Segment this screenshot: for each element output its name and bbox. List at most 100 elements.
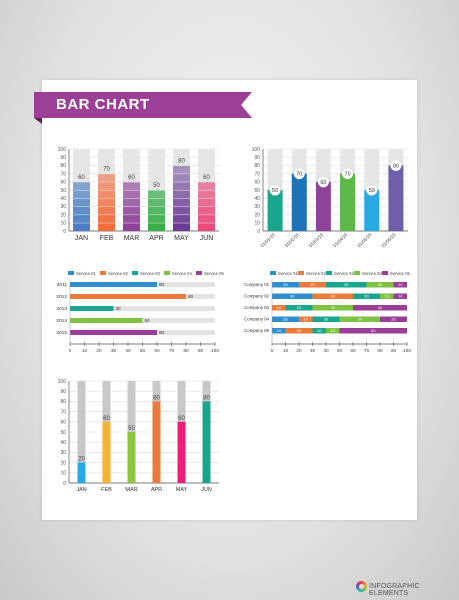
y-tick-label: 70 — [60, 171, 66, 177]
segment-value-label: 30 — [344, 282, 349, 287]
bar — [267, 190, 283, 231]
stack-segment — [393, 293, 407, 299]
bar-segment — [198, 198, 215, 207]
bar-segment — [73, 215, 90, 223]
y-tick-label: 70 — [254, 171, 260, 177]
value-bubble — [269, 184, 281, 196]
segment-value-label: 10 — [317, 328, 322, 333]
segment-value-label: 10 — [304, 317, 309, 322]
bar-segment — [148, 198, 165, 207]
x-tick-label: 30 — [111, 348, 117, 354]
bar-value-label: 50 — [145, 318, 151, 323]
x-tick-label: 40 — [125, 348, 131, 354]
y-tick-label: 40 — [254, 196, 260, 202]
segment-value-label: 10 — [385, 294, 390, 299]
y-tick-label: 20 — [254, 212, 260, 218]
value-bubble — [293, 167, 305, 180]
bar-segment — [198, 206, 215, 215]
segment-value-label: 20 — [310, 282, 315, 287]
y-tick-label: 90 — [254, 155, 260, 161]
x-tick-label: JUN — [200, 235, 214, 242]
x-tick-label: MAY — [176, 487, 188, 493]
segment-value-label: 20 — [364, 294, 369, 299]
y-tick-label: 50 — [60, 188, 66, 194]
bar-segment — [173, 198, 190, 207]
bar — [177, 421, 186, 483]
bar-segment — [173, 182, 190, 190]
y-tick-label: 2014 — [56, 318, 67, 324]
legend-swatch — [354, 271, 360, 275]
y-tick-label: 30 — [254, 204, 260, 210]
x-tick-label: JAN — [75, 235, 88, 242]
segment-value-label: 50 — [371, 328, 376, 333]
stack-segment — [312, 293, 353, 299]
bar-segment — [198, 190, 215, 199]
y-tick-label: 30 — [60, 204, 66, 210]
bar — [340, 173, 356, 231]
segment-value-label: 40 — [378, 305, 383, 310]
bar-segment — [123, 206, 140, 215]
legend-swatch — [68, 271, 74, 275]
segment-value-label: 10 — [277, 305, 282, 310]
bar-segment — [173, 206, 190, 215]
x-tick-label: MAY — [174, 235, 189, 242]
page-title: BAR CHART — [56, 96, 150, 113]
bar-segment — [123, 215, 140, 223]
bar-segment — [198, 223, 215, 231]
bar — [70, 318, 143, 323]
bar-segment — [123, 198, 140, 207]
stack-segment — [326, 282, 367, 288]
legend-label: Service 01 — [76, 271, 96, 276]
segment-value-label: 30 — [331, 305, 336, 310]
x-tick-label: 01/04/15 — [332, 232, 348, 248]
bar-value-label: 50 — [153, 183, 160, 189]
y-tick-label: 2011 — [57, 282, 68, 288]
value-bubble — [390, 159, 402, 172]
y-tick-label: 100 — [252, 147, 261, 153]
legend-swatch — [298, 271, 304, 275]
x-tick-label: 40 — [323, 348, 329, 354]
bar-segment — [173, 190, 190, 199]
bar-segment — [173, 165, 190, 174]
bar-segment — [98, 223, 115, 231]
bar — [102, 421, 111, 483]
segment-value-label: 20 — [378, 282, 383, 287]
bar-track — [77, 381, 86, 483]
value-bubble — [366, 184, 378, 196]
x-tick-label: 20 — [296, 348, 302, 354]
legend-label: Service 04 — [172, 271, 192, 276]
chart-monthly-segmented: 0 10 20 30 40 50 60 70 80 90 100 60 JAN 70 FEB 60 MAR 50 A… — [58, 147, 219, 242]
y-tick-label: 60 — [60, 420, 66, 426]
y-tick-label: 20 — [60, 212, 66, 218]
x-tick-label: 50 — [140, 348, 146, 354]
y-tick-label: 10 — [254, 221, 260, 227]
bar — [388, 165, 404, 231]
y-tick-label: 100 — [58, 379, 67, 385]
bar — [364, 190, 380, 231]
y-tick-label: 0 — [63, 481, 66, 487]
y-tick-label: 90 — [60, 389, 66, 395]
x-tick-label: 80 — [377, 348, 383, 354]
x-tick-label: 30 — [310, 348, 316, 354]
title-banner — [34, 92, 252, 118]
bar — [70, 306, 114, 311]
stack-segment — [380, 316, 407, 322]
segment-value-label: 20 — [283, 317, 288, 322]
bar-segment — [198, 182, 215, 190]
bar-value-label: 80 — [178, 158, 185, 164]
bar-segment — [73, 223, 90, 231]
y-tick-label: 40 — [60, 196, 66, 202]
x-tick-label: 0 — [69, 348, 72, 354]
x-tick-label: 01/06/15 — [380, 232, 396, 248]
legend-label: Service 03 — [140, 271, 160, 276]
bar-segment — [173, 223, 190, 231]
bar-segment — [198, 215, 215, 223]
bar-value-label: 60 — [178, 416, 185, 422]
segment-value-label: 20 — [324, 317, 329, 322]
legend-label: Service 05 — [390, 271, 410, 276]
y-tick-label: 50 — [254, 188, 260, 194]
y-tick-label: 20 — [60, 460, 66, 466]
segment-value-label: 20 — [297, 305, 302, 310]
stack-segment — [312, 328, 326, 334]
stack-segment — [353, 305, 407, 311]
